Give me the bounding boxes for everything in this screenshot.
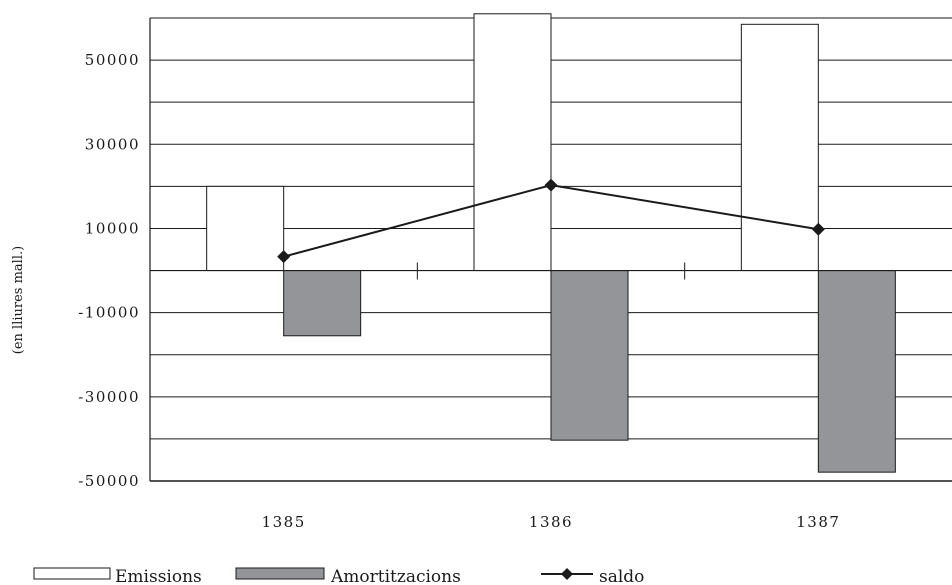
- y-tick-label: -10000: [78, 304, 140, 322]
- x-tick-labels: 1385 1386 1387: [262, 513, 840, 531]
- axes: [149, 18, 952, 482]
- legend-label-saldo: saldo: [599, 567, 644, 585]
- y-axis-title: (en lliures mall.): [11, 246, 26, 354]
- legend-swatch-emissions: [33, 567, 111, 580]
- y-tick-label: 50000: [85, 51, 140, 69]
- y-tick-label: -50000: [78, 472, 140, 490]
- y-tick-labels: 50000 30000 10000 -10000 -30000 -50000: [78, 51, 140, 490]
- bar-amortitzacions: [550, 270, 629, 441]
- legend-swatch-amortitzacions: [235, 567, 325, 580]
- saldo-marker: [544, 178, 558, 192]
- bar-amortitzacions: [817, 270, 896, 473]
- saldo-marker: [277, 250, 291, 264]
- bar-emissions: [206, 185, 285, 272]
- legend-label-emissions: Emissions: [115, 567, 202, 585]
- x-tick-label: 1385: [262, 513, 306, 531]
- saldo-marker: [811, 222, 825, 236]
- legend-swatch-saldo-marker: [561, 568, 573, 580]
- x-tick-label: 1386: [529, 513, 573, 531]
- bar-emissions: [740, 23, 819, 272]
- y-tick-label: 30000: [85, 135, 140, 153]
- legend-label-amortitzacions: Amortitzacions: [330, 567, 461, 585]
- saldo-line-group: [277, 178, 825, 264]
- y-tick-label: 10000: [85, 219, 140, 237]
- x-tick-label: 1387: [796, 513, 840, 531]
- y-tick-label: -30000: [78, 388, 140, 406]
- bar-emissions: [473, 13, 552, 272]
- bar-amortitzacions: [283, 270, 362, 337]
- bars: [206, 13, 896, 473]
- legend: Emissions Amortitzacions saldo: [33, 567, 644, 585]
